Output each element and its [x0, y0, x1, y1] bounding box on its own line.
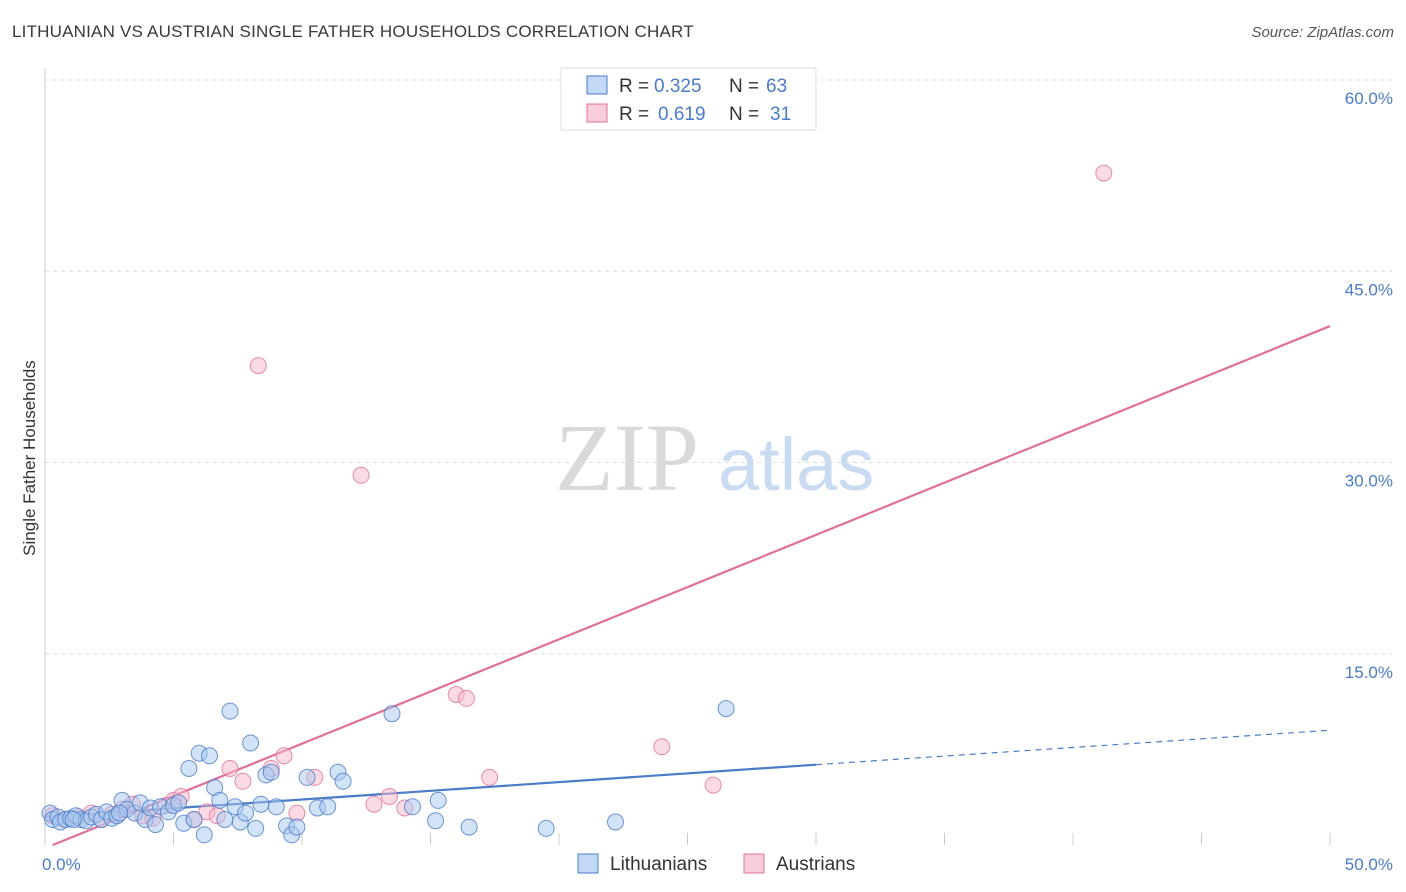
legend-r-label-blue: R = — [619, 76, 649, 97]
austrian-point-28 — [458, 689, 475, 707]
lithuanian-point-55 — [427, 812, 445, 830]
lithuanian-point-27 — [180, 760, 198, 777]
x-tick-label-0: 0.0% — [42, 855, 81, 874]
point-layer — [41, 164, 1113, 844]
bottom-legend-austrians: Austrians — [776, 854, 855, 875]
austrian-point-16 — [221, 760, 239, 777]
lithuanian-point-39 — [242, 734, 260, 752]
austrian-point-25 — [380, 788, 398, 805]
lithuanian-trend-extension — [815, 729, 1331, 766]
y-tick-label-3: 60.0% — [1345, 89, 1393, 108]
y-axis-label: Single Father Households — [20, 360, 39, 556]
watermark-zip: ZIP — [555, 404, 699, 511]
legend-n-value-pink: 31 — [770, 104, 791, 125]
lithuanian-point-31 — [201, 747, 218, 765]
lithuanian-point-33 — [211, 791, 229, 809]
lithuanian-point-54 — [404, 798, 421, 816]
bottom-legend: Lithuanians Austrians — [577, 853, 855, 875]
lithuanian-point-40 — [247, 819, 265, 837]
legend-r-label-pink: R = — [619, 104, 649, 125]
legend-swatch-pink — [586, 103, 608, 123]
lithuanian-point-35 — [221, 702, 239, 720]
lithuanian-point-52 — [334, 772, 352, 790]
lithuanian-point-25 — [170, 794, 188, 812]
lithuanian-point-48 — [298, 768, 316, 786]
legend-r-value-pink: 0.619 — [658, 104, 706, 125]
lithuanian-point-30 — [195, 826, 213, 844]
lithuanian-point-43 — [262, 763, 280, 781]
y-tick-label-0: 15.0% — [1345, 663, 1393, 682]
y-tick-label-1: 30.0% — [1345, 472, 1393, 491]
austrian-point-24 — [365, 795, 383, 813]
lithuanian-point-47 — [288, 818, 306, 836]
axis-layer: 15.0% 30.0% 45.0% 60.0% 0.0% 50.0% — [42, 68, 1393, 874]
bottom-legend-lithuanians: Lithuanians — [610, 854, 707, 875]
austrian-point-18 — [249, 357, 267, 375]
lithuanian-point-28 — [185, 811, 203, 828]
legend-n-label-blue: N = — [729, 76, 759, 97]
lithuanian-point-34 — [216, 811, 234, 828]
lithuanian-point-44 — [267, 798, 285, 816]
legend-r-value-blue: 0.325 — [654, 76, 702, 97]
austrian-point-31 — [704, 776, 722, 794]
austrian-point-29 — [481, 768, 499, 786]
source-label: Source: ZipAtlas.com — [1251, 24, 1394, 41]
legend-n-label-pink: N = — [729, 104, 759, 125]
lithuanian-point-21 — [147, 816, 164, 834]
chart-title: LITHUANIAN VS AUSTRIAN SINGLE FATHER HOU… — [12, 22, 694, 41]
grid-layer — [45, 79, 1392, 655]
bottom-legend-swatch-austrians — [743, 853, 765, 874]
lithuanian-point-50 — [319, 798, 337, 816]
lithuanian-point-56 — [429, 791, 447, 809]
austrian-trend-line — [52, 325, 1331, 847]
lithuanian-point-38 — [237, 804, 254, 822]
legend-swatch-blue — [586, 75, 608, 95]
lithuanian-point-57 — [460, 818, 478, 836]
lithuanian-point-60 — [717, 700, 735, 718]
austrian-point-23 — [352, 466, 370, 484]
austrian-point-20 — [275, 747, 293, 765]
austrian-point-30 — [653, 738, 671, 756]
y-tick-label-2: 45.0% — [1345, 280, 1393, 299]
legend-n-value-blue: 63 — [766, 76, 787, 97]
lithuanian-point-61 — [64, 811, 82, 828]
lithuanian-point-58 — [537, 819, 555, 837]
x-tick-label-1: 50.0% — [1345, 855, 1393, 874]
lithuanian-point-59 — [607, 813, 624, 831]
lithuanian-point-41 — [252, 795, 270, 813]
lithuanian-point-53 — [383, 705, 401, 723]
austrian-point-17 — [234, 772, 252, 790]
austrian-point-32 — [1095, 164, 1113, 182]
legend-box: R = 0.325 N = 63 R = 0.619 N = 31 — [560, 67, 817, 131]
lithuanian-point-62 — [111, 804, 128, 822]
bottom-legend-swatch-lithuanians — [577, 853, 599, 874]
watermark-atlas: atlas — [718, 423, 874, 506]
